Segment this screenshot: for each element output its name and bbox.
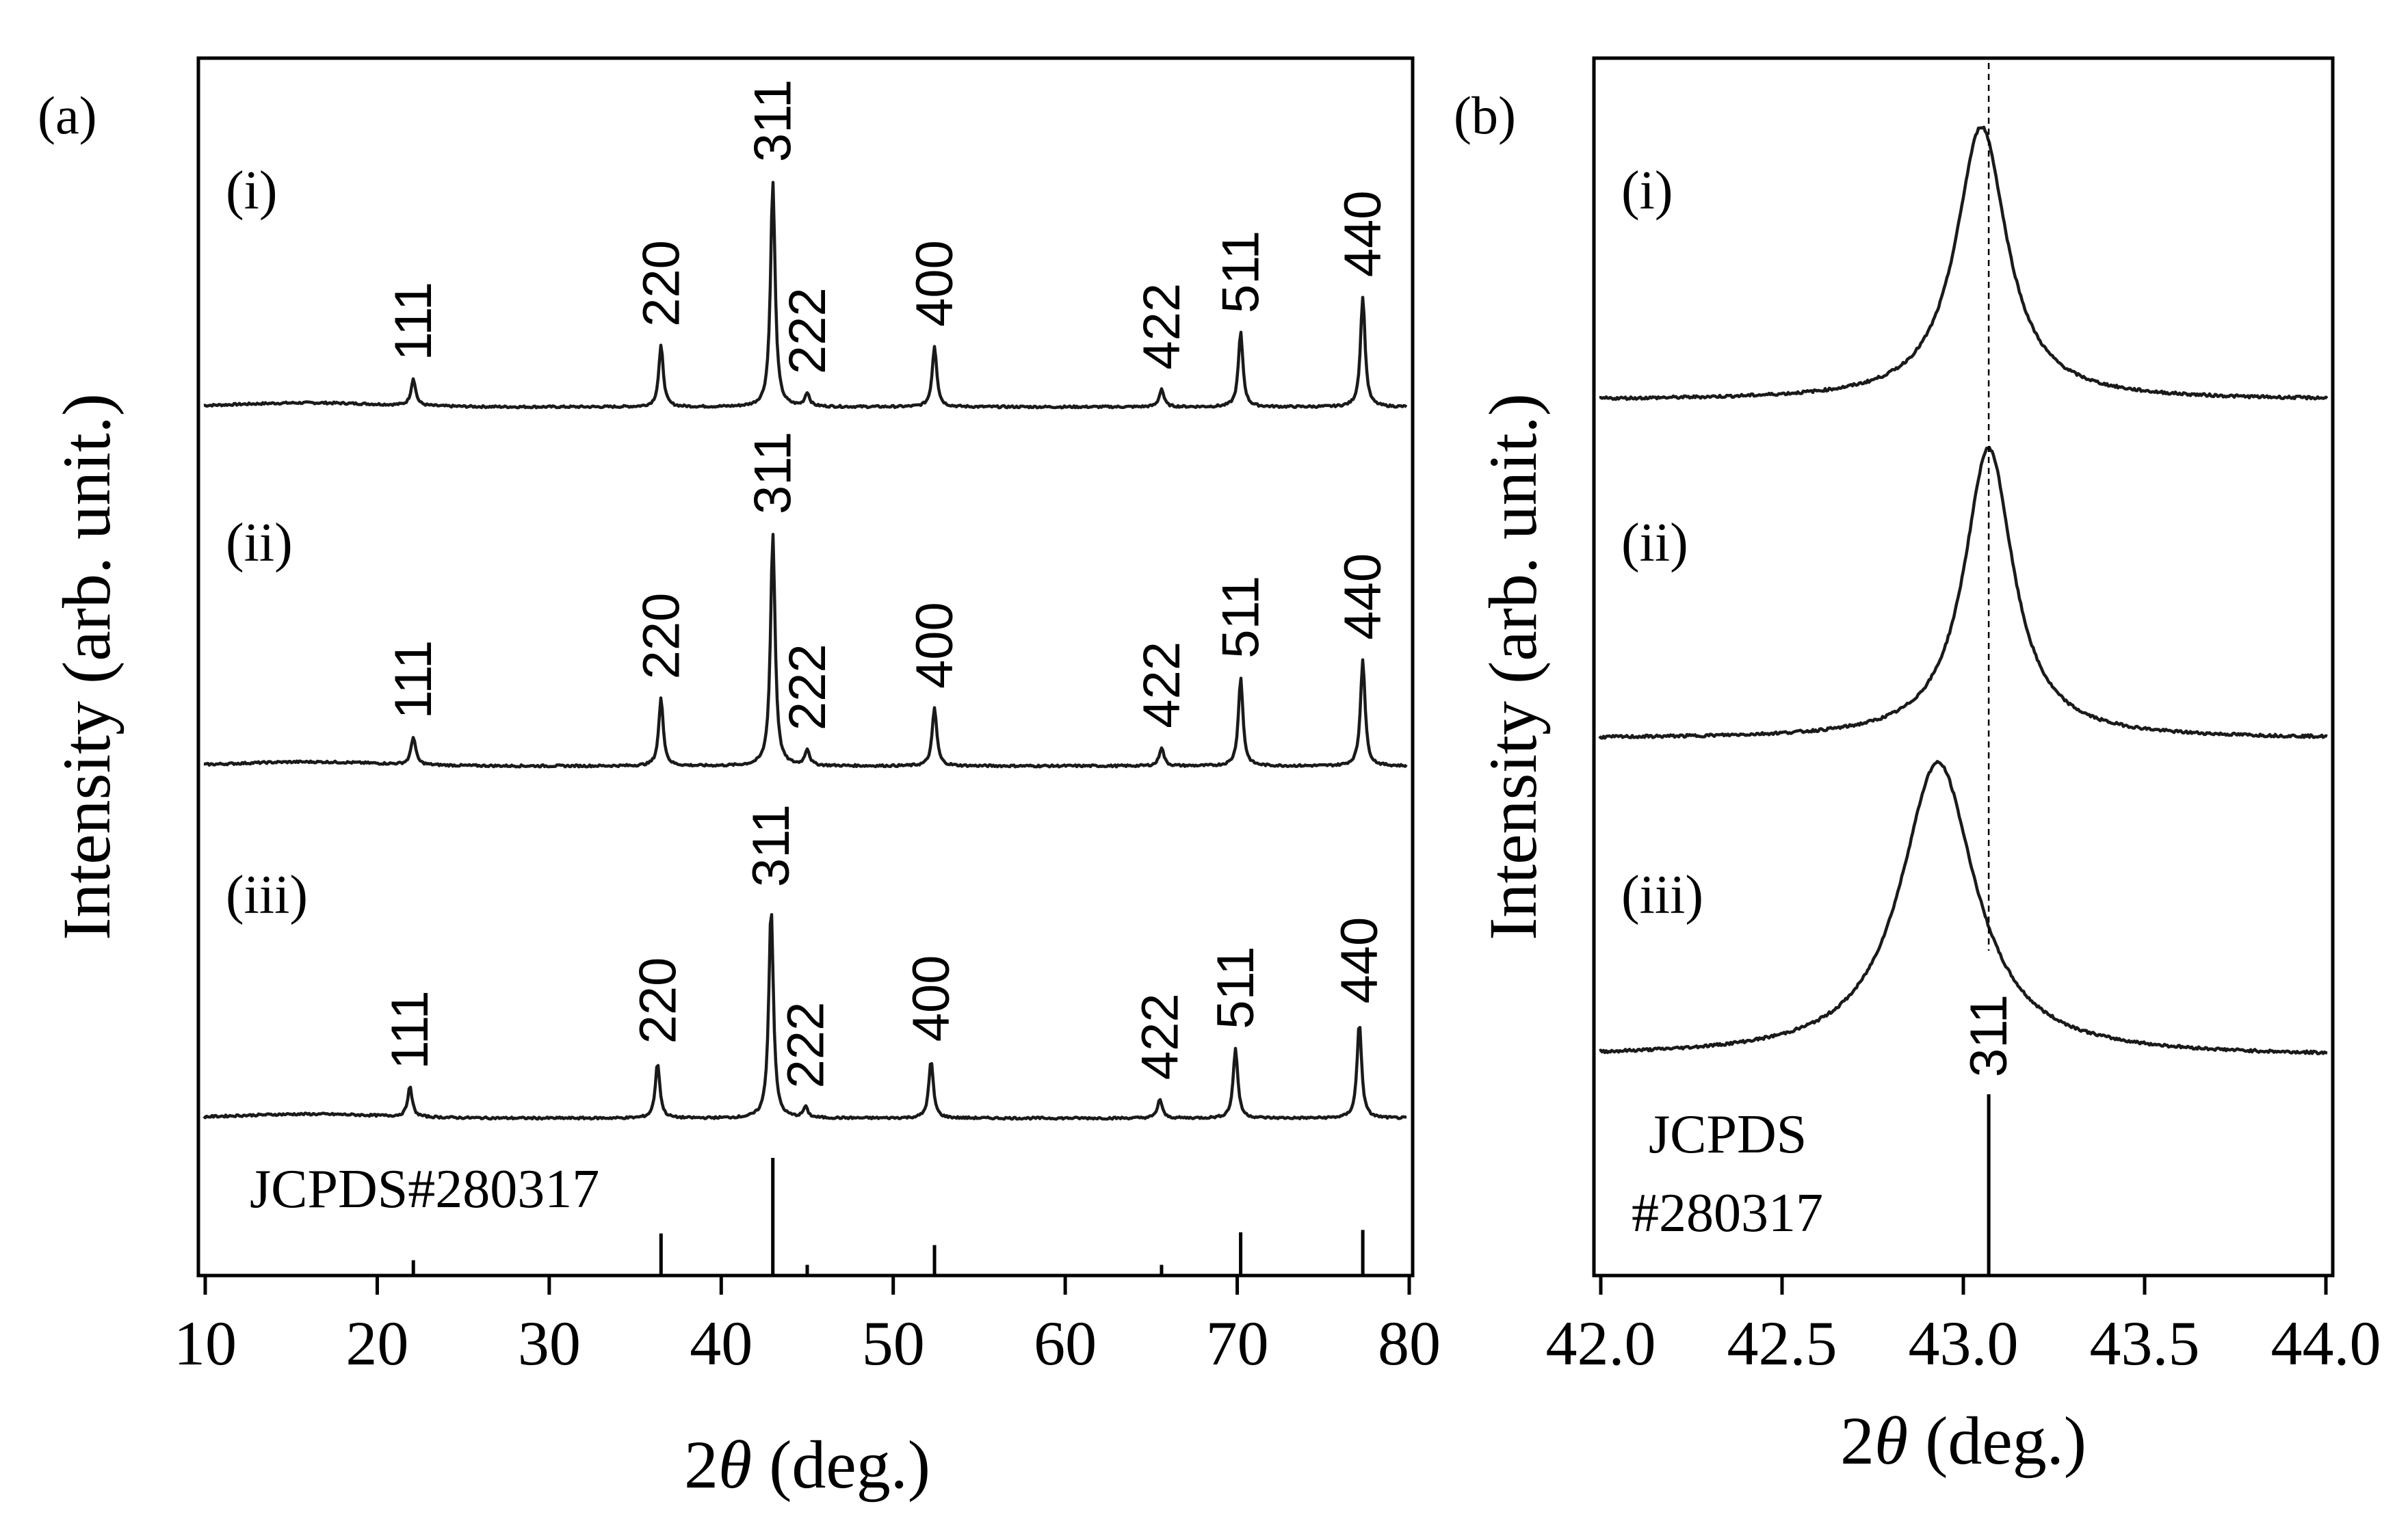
panel-a-series-label: (ii)	[226, 513, 293, 573]
panel-a-peak-label: 222	[778, 287, 837, 374]
panel-b-x-tick-label: 43.5	[2090, 1308, 2200, 1378]
panel-a-peak-label: 220	[632, 240, 690, 327]
panel-a-ylabel: Intensity (arb. unit.)	[49, 393, 125, 940]
panel-a-x-axis: 10 20 30 40 50 60 70 80	[174, 1276, 1441, 1378]
panel-a-x-tick-label: 80	[1378, 1308, 1441, 1378]
panel-a-peak-label: 311	[744, 79, 802, 162]
panel-a-xlabel-theta: θ	[718, 1427, 752, 1503]
panel-b-patterns: (i) (ii) (iii)	[1598, 125, 2329, 1056]
panel-a-peak-label: 511	[1207, 947, 1265, 1029]
panel-a-peak-label: 511	[1212, 230, 1270, 313]
panel-a-peak-label: 440	[1334, 190, 1392, 277]
panel-b-peak-label: 311	[1960, 994, 2018, 1077]
panel-a-xlabel-prefix: 2	[684, 1427, 718, 1503]
panel-a-peak-label: 422	[1133, 642, 1191, 728]
panel-a-peak-label: 220	[629, 958, 687, 1044]
panel-a-peak-label: 111	[384, 640, 443, 719]
panel-b-x-tick-label: 43.0	[1909, 1308, 2019, 1378]
panel-b-label: (b)	[1454, 85, 1516, 145]
panel-b-x-tick-label: 44.0	[2271, 1308, 2381, 1378]
panel-b-x-axis: 42.0 42.5 43.0 43.5 44.0	[1546, 1276, 2381, 1378]
panel-a-series-label: (i)	[226, 161, 278, 221]
panel-a-peak-label: 111	[381, 990, 439, 1070]
panel-a: (a) Intensity (arb. unit.) 2θ (deg.) 10 2…	[38, 56, 1441, 1503]
panel-a-peak-label: 311	[742, 804, 800, 887]
panel-a-peak-label: 111	[384, 282, 443, 361]
panel-b-ylabel: Intensity (arb. unit.)	[1475, 393, 1551, 940]
panel-a-trace-3	[202, 912, 1407, 1121]
panel-b-frame	[1592, 56, 2335, 1278]
panel-a-x-tick-label: 60	[1034, 1308, 1097, 1378]
panel-a-series-label: (iii)	[226, 865, 308, 925]
panel-b-reference: 311	[1960, 63, 2018, 1274]
panel-a-x-tick-label: 20	[345, 1308, 408, 1378]
panel-b-xlabel-theta: θ	[1874, 1403, 1908, 1479]
panel-b: (b) Intensity (arb. unit.) 2θ (deg.) 42.…	[1454, 56, 2381, 1479]
panel-a-peak-label: 222	[776, 1002, 835, 1089]
panel-a-trace-1	[203, 181, 1408, 410]
panel-b-series-label: (i)	[1621, 161, 1673, 221]
panel-b-reference-label-line1: JCPDS	[1649, 1105, 1807, 1165]
panel-b-x-tick-label: 42.5	[1727, 1308, 1837, 1378]
panel-b-trace-2	[1598, 445, 2328, 740]
panel-a-peak-label: 400	[906, 602, 964, 689]
panel-a-trace-2	[203, 533, 1408, 769]
panel-b-reference-label-line2: #280317	[1632, 1183, 1823, 1243]
panel-a-peak-label: 422	[1131, 993, 1189, 1080]
panel-a-peak-label: 422	[1133, 283, 1191, 370]
panel-a-peak-label: 440	[1334, 553, 1392, 640]
panel-b-xlabel-suffix: (deg.)	[1908, 1403, 2086, 1479]
panel-b-xlabel-prefix: 2	[1840, 1403, 1874, 1479]
panel-a-peak-label: 400	[906, 240, 964, 327]
panel-a-peak-label: 511	[1212, 576, 1270, 659]
panel-a-peak-label: 440	[1331, 917, 1389, 1004]
panel-b-trace-3	[1599, 760, 2328, 1056]
panel-a-label: (a)	[38, 85, 97, 145]
panel-a-peak-label: 311	[744, 432, 802, 514]
panel-a-frame	[196, 56, 1415, 1278]
panel-b-series-label: (ii)	[1621, 513, 1688, 573]
panel-a-x-tick-label: 30	[518, 1308, 581, 1378]
panel-a-patterns: (i) 111 220 311 222 400 422 511 440 (ii) 111 220 311…	[202, 79, 1408, 1121]
panel-a-x-tick-label: 50	[862, 1308, 925, 1378]
panel-a-x-tick-label: 40	[690, 1308, 752, 1378]
panel-b-xlabel: 2θ (deg.)	[1840, 1403, 2086, 1479]
panel-a-reference	[411, 1158, 1365, 1274]
panel-b-trace-1	[1599, 125, 2329, 401]
panel-a-peak-label: 400	[902, 955, 960, 1042]
panel-a-peak-label: 222	[778, 644, 837, 730]
panel-a-xlabel: 2θ (deg.)	[684, 1427, 930, 1503]
panel-b-series-label: (iii)	[1621, 865, 1703, 925]
panel-a-x-tick-label: 70	[1206, 1308, 1269, 1378]
panel-a-peak-label: 220	[632, 593, 690, 680]
panel-a-reference-label: JCPDS#280317	[250, 1159, 599, 1219]
panel-b-x-tick-label: 42.0	[1546, 1308, 1656, 1378]
panel-a-x-tick-label: 10	[174, 1308, 237, 1378]
panel-a-xlabel-suffix: (deg.)	[752, 1427, 930, 1503]
